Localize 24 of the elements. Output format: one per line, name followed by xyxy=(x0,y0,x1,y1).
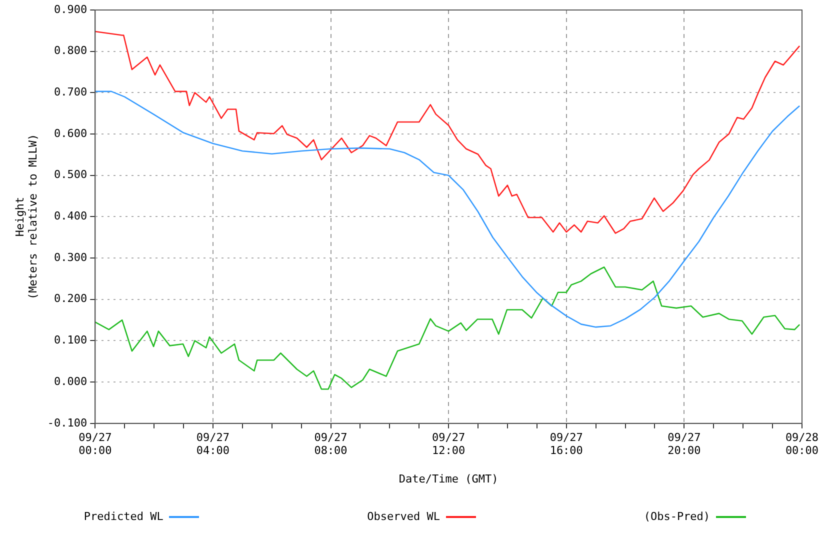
y-tick-label: 0.600 xyxy=(54,126,88,140)
text: Height xyxy=(13,196,26,237)
x-tick-label: 09/28 00:00 xyxy=(785,430,819,458)
legend-label: Predicted WL xyxy=(84,510,164,523)
y-tick-label: -0.100 xyxy=(47,416,88,430)
text: (Meters relative to MLLW) xyxy=(26,134,40,300)
x-tick-label: 09/27 20:00 xyxy=(668,430,701,458)
y-tick-label: 0.900 xyxy=(54,2,88,16)
y-tick-label: 0.200 xyxy=(54,292,88,306)
x-tick-label: 09/27 08:00 xyxy=(314,430,348,458)
y-tick-label: 0.300 xyxy=(54,250,88,264)
x-tick-label: 09/27 16:00 xyxy=(550,430,583,458)
x-tick-label: 09/27 00:00 xyxy=(78,430,112,458)
y-tick-label: 0.100 xyxy=(54,334,88,347)
y-tick-label: 0.700 xyxy=(54,86,88,99)
x-axis-title: Date/Time (GMT) xyxy=(398,472,498,486)
y-tick-label: 0.800 xyxy=(54,44,88,58)
legend-label: (Obs-Pred) xyxy=(644,510,710,523)
y-tick-label: 0.500 xyxy=(54,168,88,182)
x-tick-label: 09/27 12:00 xyxy=(432,430,466,458)
x-tick-label: 09/27 04:00 xyxy=(196,430,230,458)
y-tick-label: 0.000 xyxy=(54,374,88,388)
legend-label: Observed WL xyxy=(367,510,440,523)
y-tick-label: 0.400 xyxy=(54,210,88,223)
